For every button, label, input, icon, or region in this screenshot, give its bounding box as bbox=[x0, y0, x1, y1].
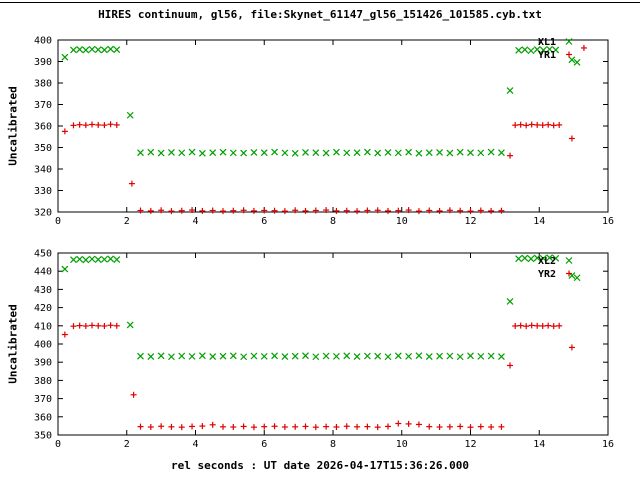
legend-marker-XL1 bbox=[565, 38, 573, 45]
series-XL1 bbox=[61, 45, 581, 157]
legend-label-XL2: XL2 bbox=[538, 256, 556, 267]
window-top-border bbox=[0, 2, 640, 3]
y-tick-label: 330 bbox=[34, 186, 52, 197]
y-tick-label: 370 bbox=[34, 100, 52, 111]
y-tick-label: 350 bbox=[34, 431, 52, 442]
y-tick-label: 400 bbox=[34, 340, 52, 351]
legend-marker-XL2 bbox=[565, 257, 573, 264]
y-tick-label: 390 bbox=[34, 57, 52, 68]
x-tick-label: 14 bbox=[533, 439, 545, 450]
x-tick-label: 16 bbox=[602, 216, 614, 227]
y-tick-label: 340 bbox=[34, 165, 52, 176]
panel-2: 0 2 4 6 8 10 12 14 16 350 360 370 380 390 400 410 420 430… bbox=[34, 249, 614, 451]
y-tick-label: 320 bbox=[34, 208, 52, 219]
y-tick-label: 410 bbox=[34, 321, 52, 332]
x-tick-label: 6 bbox=[261, 439, 267, 450]
panel-1: 0 2 4 6 8 10 12 14 16 320 330 340 350 360 370 380 390 400… bbox=[34, 36, 614, 228]
x-tick-label: 8 bbox=[330, 216, 336, 227]
y-tick-label: 380 bbox=[34, 376, 52, 387]
x-tick-label: 0 bbox=[55, 439, 61, 450]
x-tick-label: 6 bbox=[261, 216, 267, 227]
x-tick-label: 10 bbox=[396, 439, 408, 450]
y-tick-label: 430 bbox=[34, 285, 52, 296]
series-YR1 bbox=[61, 44, 587, 215]
x-tick-label: 8 bbox=[330, 439, 336, 450]
y-tick-label: 420 bbox=[34, 303, 52, 314]
x-axis-label: rel seconds : UT date 2026-04-17T15:36:2… bbox=[170, 459, 469, 472]
y-tick-label: 380 bbox=[34, 79, 52, 90]
x-tick-label: 2 bbox=[124, 439, 130, 450]
legend-label-XL1: XL1 bbox=[538, 37, 556, 48]
legend-marker-YR2 bbox=[566, 270, 572, 277]
x-tick-label: 16 bbox=[602, 439, 614, 450]
x-tick-label: 0 bbox=[55, 216, 61, 227]
y-tick-label: 450 bbox=[34, 249, 52, 260]
y-tick-label: 400 bbox=[34, 36, 52, 47]
series-YR2 bbox=[61, 322, 575, 431]
legend-marker-YR1 bbox=[566, 51, 572, 58]
x-tick-label: 10 bbox=[396, 216, 408, 227]
y-tick-label: 360 bbox=[34, 122, 52, 133]
legend-label-YR2: YR2 bbox=[538, 269, 556, 280]
chart-title: HIRES continuum, gl56, file:Skynet_61147… bbox=[98, 8, 542, 21]
x-tick-label: 4 bbox=[192, 439, 198, 450]
x-tick-label: 14 bbox=[533, 216, 545, 227]
y-tick-label: 440 bbox=[34, 267, 52, 278]
x-tick-label: 12 bbox=[464, 439, 476, 450]
y-tick-label: 370 bbox=[34, 394, 52, 405]
y-tick-label: 360 bbox=[34, 412, 52, 423]
y-tick-label: 390 bbox=[34, 358, 52, 369]
series-XL2 bbox=[61, 254, 581, 361]
y-tick-label: 350 bbox=[34, 143, 52, 154]
legend-label-YR1: YR1 bbox=[538, 50, 556, 61]
x-tick-label: 4 bbox=[192, 216, 198, 227]
x-tick-label: 2 bbox=[124, 216, 130, 227]
x-tick-label: 12 bbox=[464, 216, 476, 227]
